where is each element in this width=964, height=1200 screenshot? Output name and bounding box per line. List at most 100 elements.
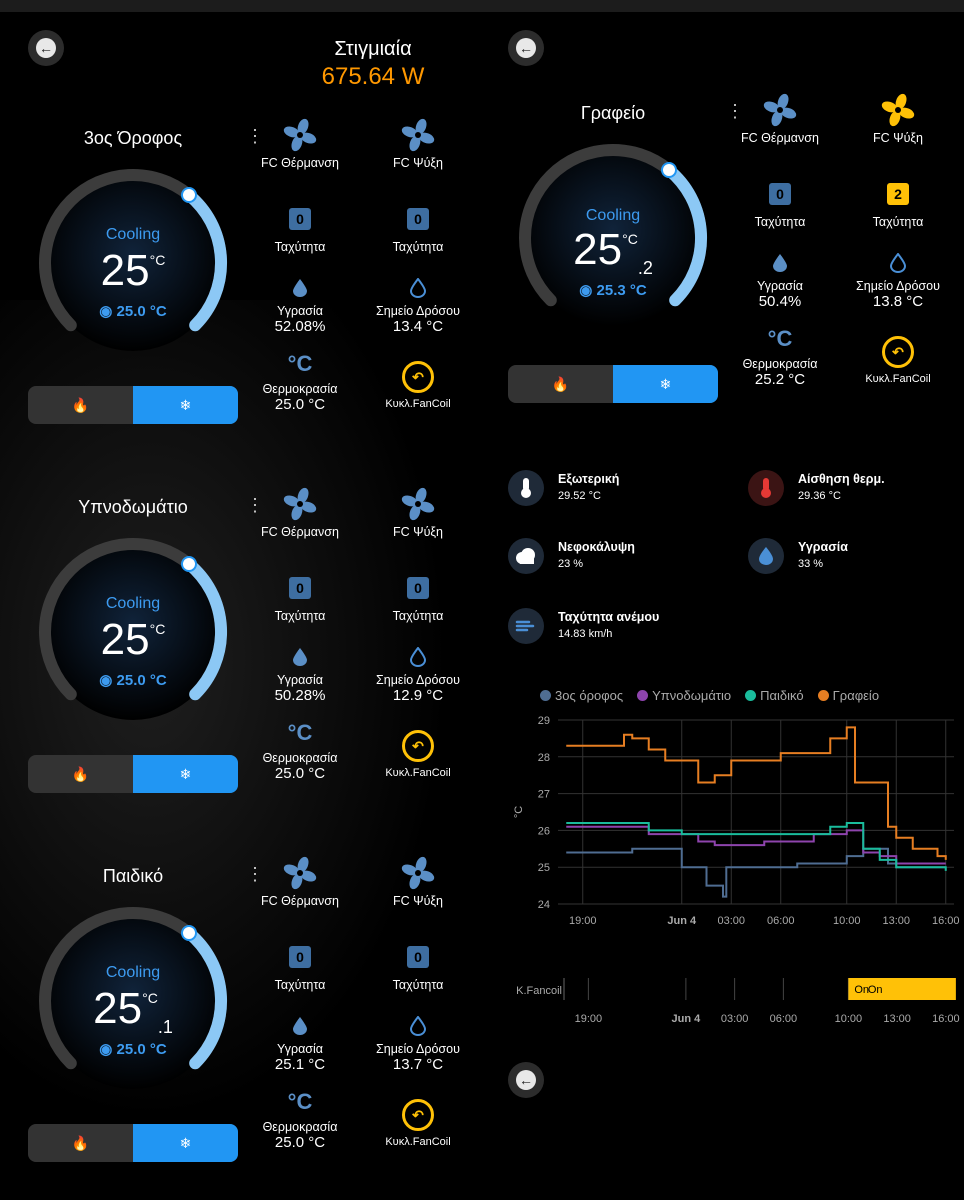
y-tick-label: 26 [538,825,550,837]
legend-item[interactable]: Γραφείο [817,688,879,703]
speed-cool-tile[interactable]: 0 Ταχύτητα [363,571,473,623]
dew-point-tile[interactable]: Σημείο Δρόσου 13.7 °C [363,1014,473,1073]
legend-label: 3ος όροφος [555,688,624,703]
thermostat-gauge[interactable] [28,896,238,1106]
legend-item[interactable]: 3ος όροφος [540,688,623,703]
fc-heating-tile[interactable]: FC Θέρμανση [245,856,355,908]
sensor-name: Αίσθηση θερμ. [798,472,885,486]
target-integer: 25 [100,615,150,664]
sensor-name: Ταχύτητα ανέμου [558,610,660,624]
water-percent-icon [245,645,355,669]
speed-heat-badge: 0 [289,208,311,230]
temperature-tile[interactable]: °C Θερμοκρασία 25.2 °C [725,325,835,388]
cool-mode-button[interactable]: ❄ [133,386,238,424]
tile-value: 12.9 °C [392,687,444,704]
snowflake-icon: ❄ [179,1134,192,1151]
current-temperature: ◉ 25.0 °C [99,672,167,689]
humidity-tile[interactable]: Υγρασία 52.08% [245,276,355,335]
tile-label: FC Ψύξη [393,894,443,908]
current-temperature-value: 25.0 °C [116,303,167,320]
speed-cool-tile[interactable]: 0 Ταχύτητα [363,940,473,992]
fc-heating-tile[interactable]: FC Θέρμανση [725,93,835,145]
back-button[interactable]: ← [28,30,64,66]
sensor-name: Νεφοκάλυψη [558,540,635,554]
speed-cool-tile[interactable]: 0 Ταχύτητα [363,202,473,254]
speed-heat-tile[interactable]: 0 Ταχύτητα [245,202,355,254]
fancoil-cycle-tile[interactable]: ↶ Κυκλ.FanCoil [363,1098,473,1148]
back-button-bottom[interactable]: ← [508,1062,544,1098]
fancoil-cycle-tile[interactable]: ↶ Κυκλ.FanCoil [363,729,473,779]
timeline-x-label: 06:00 [770,1013,798,1025]
fan-icon [843,93,953,127]
humidity-tile[interactable]: Υγρασία 25.1 °C [245,1014,355,1073]
fancoil-timeline[interactable]: K.Fancoil 19:00 Jun 4 03:00 06:00 10:00 13:00 1… [504,972,964,1032]
more-options-icon[interactable]: ⋮ [246,495,264,515]
fc-cooling-tile[interactable]: FC Ψύξη [363,487,473,539]
heat-mode-button[interactable]: 🔥 [28,755,133,793]
cool-mode-button[interactable]: ❄ [133,755,238,793]
timeline-x-label: Jun 4 [672,1013,702,1025]
flame-icon: 🔥 [71,1134,90,1151]
setpoint-handle[interactable] [181,556,197,572]
dew-point-tile[interactable]: Σημείο Δρόσου 13.4 °C [363,276,473,335]
fc-cooling-tile[interactable]: FC Ψύξη [843,93,953,145]
fan-icon [725,93,835,127]
power-value: 675.64 W [321,63,425,90]
setpoint-handle[interactable] [181,925,197,941]
more-options-icon[interactable]: ⋮ [726,101,744,121]
more-options-icon[interactable]: ⋮ [246,864,264,884]
speed-heat-tile[interactable]: 0 Ταχύτητα [245,571,355,623]
flame-icon: 🔥 [551,375,570,392]
more-options-icon[interactable]: ⋮ [246,126,264,146]
heat-mode-button[interactable]: 🔥 [508,365,613,403]
cool-mode-button[interactable]: ❄ [133,1124,238,1162]
setpoint-handle[interactable] [661,162,677,178]
dew-point-tile[interactable]: Σημείο Δρόσου 13.8 °C [843,251,953,310]
fancoil-cycle-tile[interactable]: ↶ Κυκλ.FanCoil [363,360,473,410]
fancoil-cycle-tile[interactable]: ↶ Κυκλ.FanCoil [843,335,953,385]
back-button-right[interactable]: ← [508,30,544,66]
water-percent-icon [245,1014,355,1038]
thermostat-gauge[interactable] [28,158,238,368]
legend-item[interactable]: Παιδικό [745,688,804,703]
cool-mode-button[interactable]: ❄ [613,365,718,403]
thermostat-gauge[interactable] [28,527,238,737]
setpoint-handle[interactable] [181,187,197,203]
water-drop-icon [363,1014,473,1038]
x-tick-label: 16:00 [932,915,960,927]
arrow-left-icon: ← [516,1070,536,1090]
x-tick-label: 13:00 [882,915,910,927]
y-tick-label: 29 [538,715,550,727]
speed-heat-tile[interactable]: 0 Ταχύτητα [725,177,835,229]
heat-mode-button[interactable]: 🔥 [28,386,133,424]
temperature-tile[interactable]: °C Θερμοκρασία 25.0 °C [245,719,355,782]
fc-heating-tile[interactable]: FC Θέρμανση [245,118,355,170]
dew-point-tile[interactable]: Σημείο Δρόσου 12.9 °C [363,645,473,704]
heat-mode-button[interactable]: 🔥 [28,1124,133,1162]
speed-cool-tile[interactable]: 2 Ταχύτητα [843,177,953,229]
target-decimal: .2 [637,257,653,278]
speed-heat-tile[interactable]: 0 Ταχύτητα [245,940,355,992]
timeline-x-label: 16:00 [932,1013,960,1025]
fc-cooling-tile[interactable]: FC Ψύξη [363,118,473,170]
hvac-mode-selector: 🔥 ❄ [28,386,238,424]
fc-cooling-tile[interactable]: FC Ψύξη [363,856,473,908]
tile-label: Κυκλ.FanCoil [385,398,451,410]
tile-value: 25.0 °C [274,396,326,413]
humidity-tile[interactable]: Υγρασία 50.28% [245,645,355,704]
snowflake-icon: ❄ [179,765,192,782]
temperature-tile[interactable]: °C Θερμοκρασία 25.0 °C [245,350,355,413]
legend-item[interactable]: Υπνοδωμάτιο [637,688,731,703]
humidity-tile[interactable]: Υγρασία 50.4% [725,251,835,310]
fc-heating-tile[interactable]: FC Θέρμανση [245,487,355,539]
current-temperature-value: 25.0 °C [116,1041,167,1058]
timeline-state-label: On [854,984,869,996]
temperature-tile[interactable]: °C Θερμοκρασία 25.0 °C [245,1088,355,1151]
tile-value: 13.8 °C [872,293,924,310]
history-chart[interactable]: 29 28 27 26 25 24 °C 19:00 Jun 4 03:00 06:00 10:00 1… [504,708,964,948]
series-line-Παιδικό [566,822,947,871]
tile-label: Υγρασία [276,673,324,687]
room-name: Υπνοδωμάτιο [78,497,188,517]
thermostat-gauge[interactable] [508,133,718,343]
tile-value: 50.4% [758,293,802,310]
